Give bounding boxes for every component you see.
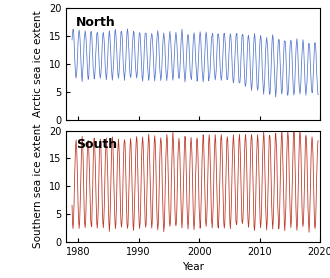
Y-axis label: Arctic sea ice extent: Arctic sea ice extent xyxy=(33,11,43,117)
X-axis label: Year: Year xyxy=(182,262,204,272)
Y-axis label: Southern sea ice extent: Southern sea ice extent xyxy=(33,124,43,249)
Text: North: North xyxy=(76,16,116,29)
Text: South: South xyxy=(76,138,117,152)
